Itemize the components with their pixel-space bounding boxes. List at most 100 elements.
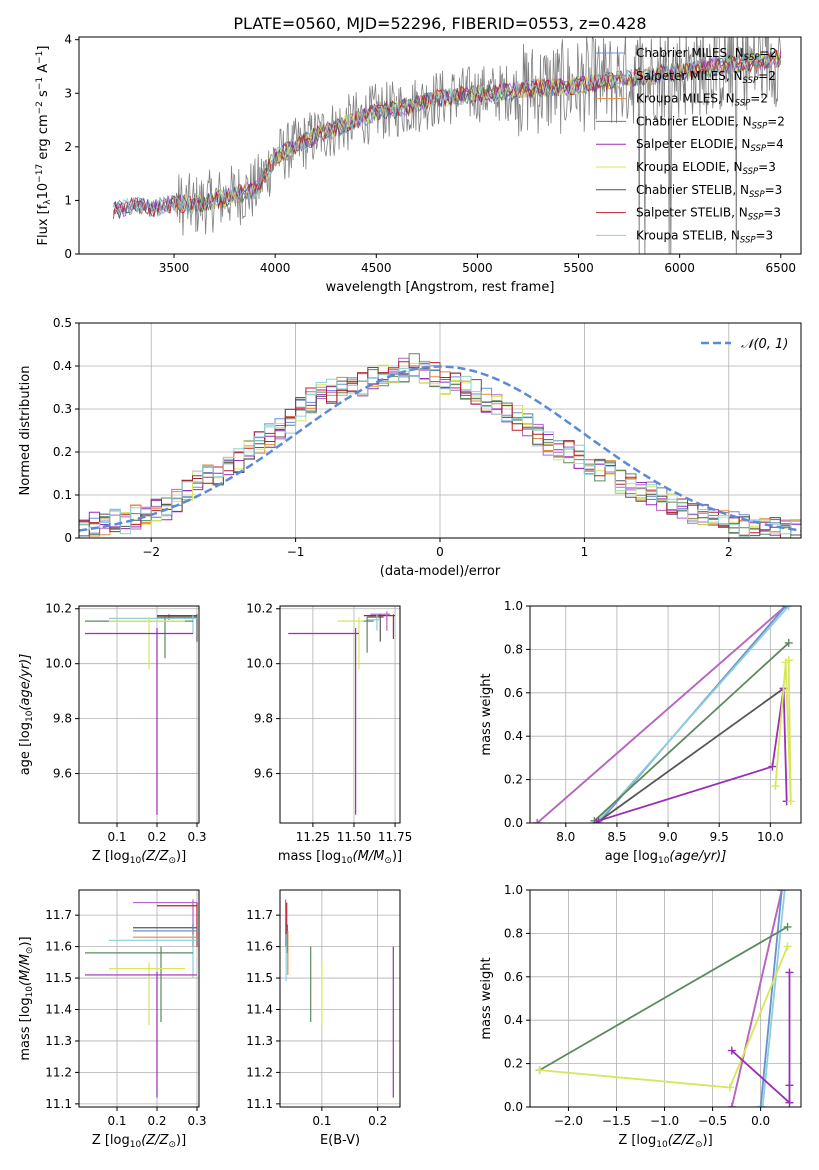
y-tick-label: 10.2 <box>45 602 72 616</box>
legend-label: Kroupa ELODIE, NSSP=3 <box>636 160 776 177</box>
y-tick-label: 0.6 <box>504 970 523 984</box>
weight-marker <box>785 968 794 977</box>
x-tick-label: 5500 <box>563 261 594 275</box>
histogram-series <box>79 361 801 538</box>
model-line <box>112 49 782 220</box>
weight-marker <box>777 890 786 894</box>
x-tick-label: 0.0 <box>751 1114 770 1128</box>
x-axis-label: Z [log10(Z/Z⊙)] <box>618 1133 712 1150</box>
y-axis-label: mass [log10(M/M⊙)] <box>18 936 35 1060</box>
axes-frame <box>78 605 200 824</box>
plot-area <box>284 899 394 1098</box>
y-tick-label: 10.0 <box>45 657 72 671</box>
histogram-series <box>79 353 801 538</box>
legend-label: Kroupa MILES, NSSP=2 <box>636 92 768 109</box>
legend-label: Salpeter MILES, NSSP=2 <box>636 69 776 86</box>
y-tick-label: 0.3 <box>53 402 72 416</box>
x-tick-label: 10.0 <box>757 830 784 844</box>
x-tick-label: 0.1 <box>107 830 126 844</box>
histogram-series <box>79 362 801 538</box>
weight-marker <box>783 922 792 931</box>
panel-weight_vs_Z: −2.0 −1.5 −1.0 −0.5 0.0 0.0 0.2 0.4 0.6 0.8 1.0 Z [… <box>479 883 802 1150</box>
weight-marker <box>535 1066 544 1075</box>
y-tick-label: 0.4 <box>53 359 72 373</box>
x-tick-label: 0.2 <box>147 1114 166 1128</box>
weight-series <box>536 606 787 823</box>
x-axis-label: Z [log10(Z/Z⊙)] <box>92 1133 186 1150</box>
axes-frame <box>529 889 802 1108</box>
legend-label: Salpeter ELODIE, NSSP=4 <box>636 137 784 154</box>
y-tick-label: 11.1 <box>45 1097 72 1111</box>
plot-area <box>79 353 801 538</box>
plot-area <box>112 37 782 254</box>
x-axis-label: wavelength [Angstrom, rest frame] <box>326 280 555 295</box>
axes-frame <box>279 605 401 824</box>
weight-marker <box>784 638 793 647</box>
x-tick-label: 0.2 <box>147 830 166 844</box>
weight-marker <box>727 1046 736 1055</box>
weight-marker <box>780 890 789 894</box>
weight-series <box>731 972 791 1105</box>
weight-marker <box>768 762 777 771</box>
panel-mass_vs_Z: 0.1 0.2 0.3 11.1 11.2 11.3 11.4 11.5 11.6 11.7 Z [… <box>18 889 207 1150</box>
weight-marker <box>786 797 795 806</box>
x-tick-label: −1.0 <box>650 1114 679 1128</box>
weight-marker <box>783 942 792 951</box>
panel-mass_vs_ebv: 0.1 0.2 11.1 11.2 11.3 11.4 11.5 11.6 11.7 E(B-V) <box>246 889 401 1148</box>
weight-series <box>595 687 785 823</box>
y-tick-label: 0.5 <box>53 316 72 330</box>
weight-marker <box>594 816 603 823</box>
weight-series <box>774 660 792 802</box>
y-tick-label: 11.7 <box>45 908 72 922</box>
weight-series <box>595 606 790 823</box>
weight-marker <box>533 819 542 823</box>
plot-area <box>85 614 198 815</box>
weight-marker <box>758 1103 767 1107</box>
y-tick-label: 3 <box>64 86 72 100</box>
x-tick-label: 0.1 <box>107 1114 126 1128</box>
weight-marker <box>784 656 793 665</box>
axes-frame <box>78 36 802 255</box>
weight-series <box>759 890 783 1107</box>
y-tick-label: 11.4 <box>246 1003 273 1017</box>
axes-frame <box>78 889 200 1108</box>
x-tick-label: 11.25 <box>296 830 330 844</box>
axes-frame <box>279 889 401 1108</box>
x-tick-label: 9.5 <box>710 830 729 844</box>
x-tick-label: 8.0 <box>556 830 575 844</box>
x-tick-label: 8.5 <box>607 830 626 844</box>
plot-area <box>533 606 795 823</box>
x-axis-label: (data-model)/error <box>380 564 501 579</box>
y-tick-label: 0.2 <box>504 773 523 787</box>
legend-label: Kroupa STELIB, NSSP=3 <box>636 228 773 245</box>
y-tick-label: 11.3 <box>45 1034 72 1048</box>
weight-series <box>593 642 790 822</box>
x-tick-label: 0.3 <box>187 1114 206 1128</box>
plot-area <box>85 899 198 1098</box>
y-tick-label: 11.4 <box>45 1003 72 1017</box>
x-axis-label: mass [log10(M/M⊙)] <box>278 849 402 866</box>
x-tick-label: 0 <box>436 545 444 559</box>
y-tick-label: 11.7 <box>246 908 273 922</box>
x-tick-label: −2 <box>142 545 160 559</box>
plot-area <box>288 611 396 815</box>
y-tick-label: 2 <box>64 140 72 154</box>
y-tick-label: 0.2 <box>504 1057 523 1071</box>
x-tick-label: −0.5 <box>698 1114 727 1128</box>
y-tick-label: 11.6 <box>45 940 72 954</box>
weight-series <box>761 890 786 1107</box>
x-tick-label: 5000 <box>462 261 493 275</box>
legend-label: Chabrier ELODIE, NSSP=2 <box>636 114 785 131</box>
y-tick-label: 1 <box>64 193 72 207</box>
x-tick-label: 9.0 <box>659 830 678 844</box>
model-line <box>173 49 782 215</box>
y-tick-label: 0.0 <box>504 1100 523 1114</box>
y-tick-label: 0.2 <box>53 445 72 459</box>
legend-label: Chabrier MILES, NSSP=2 <box>636 46 777 63</box>
y-tick-label: 11.5 <box>246 971 273 985</box>
weight-series <box>730 890 783 1107</box>
y-tick-label: 0.1 <box>53 488 72 502</box>
legend-label: Salpeter STELIB, NSSP=3 <box>636 206 781 223</box>
y-tick-label: 11.1 <box>246 1097 273 1111</box>
y-axis-label: Normed distribution <box>18 366 33 496</box>
